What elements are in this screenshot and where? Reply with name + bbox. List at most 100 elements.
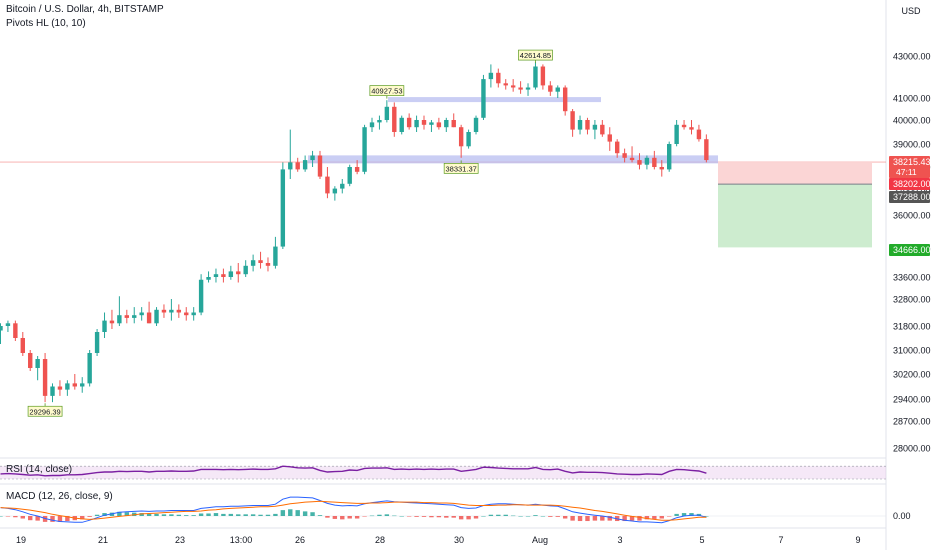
macd-histogram-bar: [622, 516, 627, 522]
pivots-indicator-legend[interactable]: Pivots HL (10, 10): [6, 18, 86, 29]
candle-body: [13, 323, 18, 338]
macd-histogram-bar: [392, 515, 397, 517]
candle-body: [332, 188, 338, 194]
macd-legend[interactable]: MACD (12, 26, close, 9): [6, 491, 113, 502]
time-tick-label: 3: [617, 535, 622, 545]
candle-body: [473, 117, 479, 132]
candle-body: [585, 120, 590, 130]
macd-histogram-bar: [533, 515, 538, 516]
candle-body: [421, 120, 427, 125]
macd-histogram-bar: [674, 513, 679, 516]
candle-body: [622, 153, 627, 158]
macd-histogram-bar: [139, 513, 144, 516]
candle-body: [369, 122, 375, 128]
candle-body: [354, 167, 360, 172]
candle-body: [377, 120, 382, 123]
candle-body: [466, 132, 471, 147]
candle-body: [28, 353, 33, 368]
price-tick-label: 28000.00: [893, 444, 931, 454]
candle-body: [392, 106, 397, 132]
price-label-text: 38202.00: [893, 179, 931, 189]
candle-body: [35, 359, 40, 368]
candle-body: [562, 87, 568, 112]
macd-histogram-bar: [13, 516, 18, 518]
candle-body: [406, 117, 412, 128]
candle-body: [325, 176, 330, 194]
candle-body: [184, 312, 189, 316]
candle-body: [191, 312, 196, 316]
macd-histogram-bar: [503, 514, 508, 516]
time-tick-label: Aug: [532, 535, 548, 545]
time-axis[interactable]: 19 21 23 13:00 26 28 30 Aug 3 5 7 9: [16, 535, 861, 545]
macd-histogram-bar: [466, 516, 471, 520]
macd-histogram-bar: [488, 514, 494, 516]
macd-histogram-bar: [20, 516, 25, 519]
pivot-label-box: [27, 405, 63, 417]
candle-body: [109, 320, 115, 324]
macd-histogram-bar: [65, 516, 70, 522]
candle-body: [577, 120, 583, 130]
candle-body: [317, 155, 323, 177]
candle-body: [689, 127, 694, 130]
short-position-tool[interactable]: [718, 162, 872, 248]
macd-axis-label: 0.00: [893, 511, 911, 521]
pivot-label-box: [518, 49, 553, 61]
macd-histogram-bar: [5, 516, 11, 517]
macd-histogram-bar: [607, 516, 612, 521]
stop-loss-zone: [718, 162, 872, 185]
symbol-title[interactable]: Bitcoin / U.S. Dollar, 4h, BITSTAMP: [6, 4, 164, 15]
price-label-text: 37288.00: [893, 192, 931, 202]
macd-histogram-bar: [592, 516, 598, 521]
candle-body: [503, 83, 508, 86]
price-tick-label: 29400.00: [893, 395, 931, 405]
candle-body: [548, 85, 553, 92]
price-label-box: [889, 244, 930, 256]
macd-histogram-bar: [518, 516, 523, 517]
time-tick-label: 28: [375, 535, 385, 545]
time-tick-label: 9: [855, 535, 860, 545]
macd-histogram-bar: [102, 513, 107, 516]
macd-histogram-bar: [347, 516, 352, 519]
macd-histogram-bar: [176, 514, 182, 516]
macd-histogram-bar: [644, 516, 650, 520]
take-profit-zone: [718, 184, 872, 248]
macd-histogram-bar: [117, 511, 122, 516]
price-tick-label: 31000.00: [893, 346, 931, 356]
macd-histogram-bar: [325, 516, 330, 518]
macd-histogram-bar: [310, 512, 315, 516]
candle-body: [117, 315, 122, 324]
candle-body: [696, 129, 702, 140]
candle-body: [146, 312, 152, 324]
candle-body: [340, 183, 345, 189]
time-tick-label: 26: [295, 535, 305, 545]
rsi-legend[interactable]: RSI (14, close): [6, 464, 73, 475]
pivot-label-box: [369, 85, 405, 96]
candle-body: [533, 66, 538, 88]
macd-histogram-bar: [50, 516, 55, 522]
candle-body: [0, 326, 3, 331]
macd-histogram-bar: [184, 515, 189, 516]
macd-histogram-bar: [481, 516, 486, 517]
macd-histogram-bar: [473, 516, 479, 519]
macd-histogram-bar: [332, 516, 338, 519]
price-label-text: 34666.00: [893, 245, 931, 255]
pivot-label-text: 38331.37: [446, 164, 477, 173]
macd-histogram-bar: [540, 516, 546, 517]
candle-body: [496, 72, 501, 84]
time-tick-label: 5: [699, 535, 704, 545]
candle-body: [132, 315, 137, 318]
currency-button[interactable]: USD: [896, 4, 926, 18]
candle-body: [273, 246, 278, 266]
candle-body: [65, 383, 70, 390]
macd-histogram-bar: [154, 513, 159, 516]
candle-body: [570, 111, 575, 130]
candle-body: [280, 169, 286, 247]
time-tick-label: 23: [175, 535, 185, 545]
candle-body: [540, 66, 546, 86]
candle-body: [302, 160, 308, 170]
candle-body: [250, 260, 256, 266]
macd-histogram-bar: [510, 515, 516, 517]
macd-histogram-bar: [525, 516, 531, 517]
